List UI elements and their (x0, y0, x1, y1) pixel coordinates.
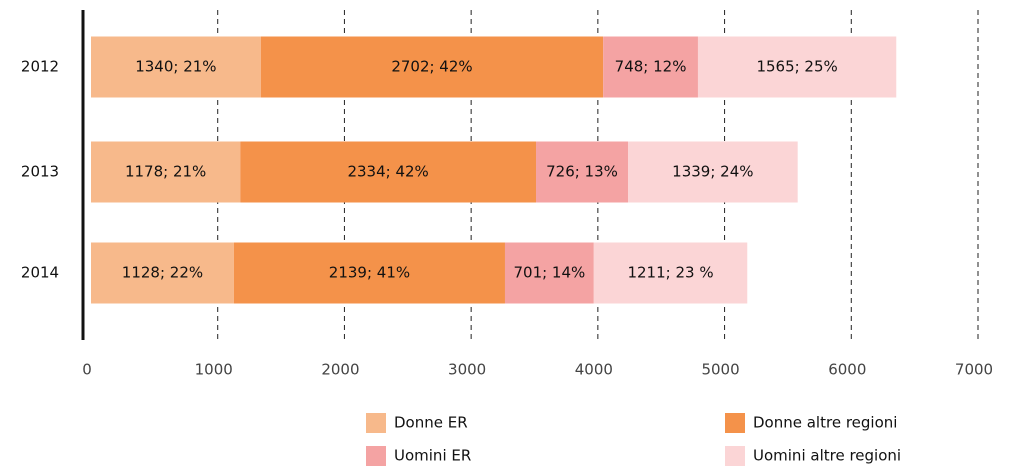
data-label: 1211; 23 % (627, 264, 713, 282)
legend-swatch (366, 446, 386, 466)
data-label: 2334; 42% (347, 163, 428, 181)
bar-segment (697, 36, 897, 98)
bar-segment (593, 242, 748, 304)
data-label: 1178; 21% (125, 163, 206, 181)
data-label: 1339; 24% (672, 163, 753, 181)
bar-segment (260, 36, 604, 98)
legend-swatch (725, 446, 745, 466)
legend-swatch (366, 413, 386, 433)
x-tick-label: 4000 (575, 361, 613, 379)
y-tick-label: 2012 (21, 58, 59, 76)
x-tick-label: 2000 (321, 361, 359, 379)
bar-segment (91, 141, 241, 203)
data-label: 2702; 42% (391, 58, 472, 76)
bar-segment (91, 242, 234, 304)
bar-segment (233, 242, 505, 304)
data-label: 701; 14% (513, 264, 585, 282)
legend-swatch (725, 413, 745, 433)
bar-segment (628, 141, 798, 203)
x-tick-label: 6000 (828, 361, 866, 379)
legend-label: Donne altre regioni (753, 414, 897, 432)
x-tick-label: 5000 (701, 361, 739, 379)
x-tick-label: 7000 (955, 361, 993, 379)
y-tick-label: 2013 (21, 163, 59, 181)
bar-segment (603, 36, 698, 98)
legend-label: Uomini ER (394, 447, 471, 465)
x-tick-label: 1000 (195, 361, 233, 379)
bar-segment (536, 141, 629, 203)
data-label: 1340; 21% (135, 58, 216, 76)
data-label: 726; 13% (546, 163, 618, 181)
data-label: 2139; 41% (329, 264, 410, 282)
bar-segment (240, 141, 537, 203)
data-label: 1128; 22% (122, 264, 203, 282)
legend-label: Uomini altre regioni (753, 447, 901, 465)
bar-segment (504, 242, 594, 304)
y-tick-label: 2014 (21, 264, 59, 282)
bar-segment (91, 36, 261, 98)
legend-label: Donne ER (394, 414, 468, 432)
x-tick-label: 3000 (448, 361, 486, 379)
data-label: 1565; 25% (756, 58, 837, 76)
data-label: 748; 12% (615, 58, 687, 76)
x-tick-label: 0 (82, 361, 92, 379)
